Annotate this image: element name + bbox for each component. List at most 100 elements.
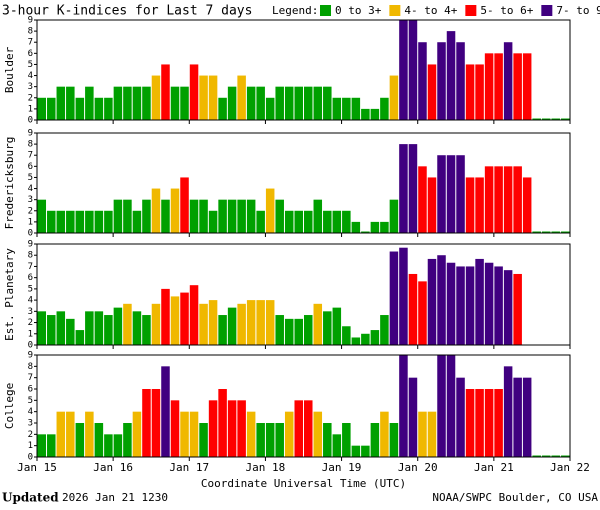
- x-tick-label: Jan 15: [17, 461, 57, 474]
- y-tick-label: 6: [28, 162, 33, 172]
- bar: [161, 366, 170, 457]
- legend-swatch: [389, 5, 401, 16]
- updated-time: 2026 Jan 21 1230: [62, 491, 168, 504]
- y-tick-label: 5: [28, 60, 33, 70]
- bar: [218, 315, 227, 345]
- bar: [123, 423, 132, 457]
- bar: [370, 221, 380, 233]
- bar: [66, 86, 75, 120]
- bar: [113, 86, 123, 120]
- bar: [351, 221, 361, 233]
- bar: [427, 258, 437, 345]
- bar: [304, 86, 313, 120]
- bar: [560, 231, 570, 233]
- x-tick-label: Jan 16: [93, 461, 133, 474]
- bar: [123, 303, 132, 345]
- bar: [389, 423, 399, 457]
- bar: [541, 455, 551, 457]
- y-tick-label: 6: [28, 385, 33, 395]
- bar: [361, 231, 370, 233]
- bar: [399, 355, 408, 457]
- bar: [313, 411, 323, 457]
- y-tick-label: 7: [28, 373, 33, 383]
- bar: [265, 300, 275, 345]
- bar: [123, 86, 132, 120]
- legend-swatch: [541, 5, 553, 16]
- bar: [418, 411, 427, 457]
- bar: [313, 86, 323, 120]
- bar: [56, 311, 66, 345]
- bar: [494, 266, 503, 345]
- bar: [104, 210, 113, 233]
- bar: [503, 366, 513, 457]
- bar: [142, 199, 151, 233]
- bar: [446, 262, 456, 345]
- bar: [560, 455, 570, 457]
- x-tick-label: Jan 21: [474, 461, 514, 474]
- bar: [284, 210, 294, 233]
- x-tick-label: Jan 17: [169, 461, 209, 474]
- bar: [342, 97, 351, 120]
- bar: [227, 86, 237, 120]
- bar: [503, 270, 513, 345]
- bar: [142, 389, 151, 457]
- panel-frame: [36, 19, 571, 121]
- bar: [275, 86, 284, 120]
- bar: [304, 315, 313, 345]
- bar: [465, 177, 475, 233]
- bar: [475, 177, 484, 233]
- bar: [456, 42, 465, 120]
- y-tick-label: 9: [28, 240, 33, 250]
- bar: [199, 423, 208, 457]
- y-tick-label: 5: [28, 173, 33, 183]
- bar: [94, 97, 104, 120]
- bar: [170, 188, 180, 233]
- y-tick-label: 3: [28, 419, 33, 429]
- bar: [304, 210, 313, 233]
- bar: [513, 53, 522, 121]
- y-tick-label: 4: [28, 296, 33, 306]
- bar: [85, 311, 94, 345]
- bar: [151, 188, 161, 233]
- y-axis-label: Est. Planetary: [3, 248, 16, 341]
- panel-frame: [36, 243, 571, 346]
- bar: [218, 97, 227, 120]
- bar: [294, 400, 303, 457]
- y-tick-label: 0: [28, 341, 33, 351]
- legend-label: 4- to 4+: [404, 4, 457, 17]
- bar: [189, 285, 199, 345]
- y-tick-label: 1: [28, 217, 33, 227]
- bar: [380, 411, 389, 457]
- bar: [332, 307, 342, 345]
- bar: [522, 377, 532, 457]
- bar: [389, 199, 399, 233]
- bar: [132, 311, 142, 345]
- bar: [332, 97, 342, 120]
- y-tick-label: 8: [28, 362, 33, 372]
- bar: [399, 247, 408, 345]
- y-tick-label: 4: [28, 407, 33, 417]
- bar: [218, 199, 227, 233]
- bar: [484, 166, 494, 233]
- bar: [75, 330, 85, 345]
- x-tick-label: Jan 22: [550, 461, 590, 474]
- y-tick-label: 7: [28, 262, 33, 272]
- bar: [66, 411, 75, 457]
- panel-frame: [36, 132, 571, 234]
- bar: [380, 315, 389, 345]
- bar: [256, 423, 265, 457]
- bar: [237, 199, 246, 233]
- bar: [56, 86, 66, 120]
- y-tick-label: 3: [28, 307, 33, 317]
- bar: [427, 177, 437, 233]
- bar: [389, 251, 399, 345]
- bar: [370, 330, 380, 345]
- bar: [227, 307, 237, 345]
- chart-title: 3-hour K-indices for Last 7 days: [2, 4, 252, 19]
- y-tick-label: 6: [28, 273, 33, 283]
- bar: [418, 166, 427, 233]
- bar: [323, 210, 332, 233]
- bar: [180, 177, 189, 233]
- bar: [237, 75, 246, 120]
- bar: [313, 199, 323, 233]
